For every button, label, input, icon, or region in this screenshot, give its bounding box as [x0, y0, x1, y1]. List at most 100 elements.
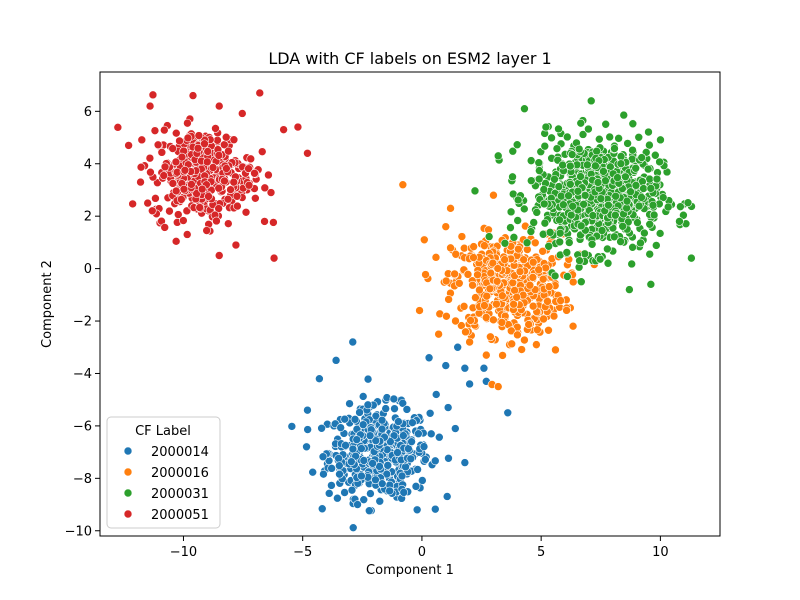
data-point [529, 218, 539, 227]
data-point [293, 122, 303, 132]
legend-marker [123, 509, 133, 519]
series-2000051 [113, 88, 312, 263]
data-point [621, 172, 630, 182]
data-point [663, 202, 673, 212]
data-point [244, 180, 254, 190]
data-point [623, 139, 632, 148]
data-point [493, 382, 503, 391]
data-point [386, 437, 395, 446]
data-point [444, 295, 453, 304]
data-point [425, 408, 435, 418]
legend-entry-2000031: 2000031 [123, 487, 209, 502]
data-point [365, 506, 374, 516]
y-axis-ticks: −10 −8 −6 −4 −2 0 2 4 6 [65, 105, 100, 539]
data-point [549, 311, 559, 321]
data-point [626, 187, 635, 197]
data-point [649, 210, 659, 220]
data-point [353, 500, 362, 509]
data-point [532, 208, 542, 217]
data-point [656, 135, 665, 145]
data-point [471, 293, 480, 302]
data-point [377, 424, 387, 434]
data-point [317, 423, 326, 433]
data-point [195, 203, 205, 212]
data-point [646, 280, 656, 289]
data-point [418, 476, 427, 485]
data-point [550, 271, 560, 281]
data-point [634, 201, 644, 211]
data-point [506, 223, 515, 232]
data-point [500, 238, 510, 248]
data-point [460, 363, 470, 373]
y-tick-label: 0 [84, 262, 92, 277]
data-point [431, 390, 441, 399]
data-point [348, 523, 358, 532]
data-point [419, 442, 429, 451]
data-point [255, 88, 265, 98]
data-point [611, 191, 620, 201]
x-tick-label: 10 [652, 545, 669, 560]
data-point [327, 464, 336, 473]
data-point [171, 237, 181, 246]
data-point [160, 162, 170, 172]
data-point [345, 399, 354, 408]
data-point [566, 161, 575, 171]
y-tick-label: 2 [84, 210, 92, 225]
data-point [526, 227, 536, 236]
data-point [566, 210, 576, 220]
data-point [482, 350, 491, 360]
data-point [535, 166, 544, 175]
data-point [539, 185, 549, 194]
data-point [517, 345, 526, 354]
data-point [399, 431, 408, 440]
data-point [232, 191, 242, 201]
legend-label: 2000014 [151, 445, 209, 460]
data-point [628, 145, 637, 155]
data-point [336, 423, 345, 432]
data-point [366, 489, 375, 498]
data-point [683, 198, 693, 208]
data-point [568, 321, 578, 331]
data-point [165, 206, 174, 216]
data-point [229, 177, 239, 187]
data-point [481, 313, 491, 322]
data-point [171, 186, 181, 196]
data-point [197, 184, 207, 194]
data-point [179, 216, 188, 225]
data-point [539, 199, 549, 209]
data-point [498, 291, 507, 301]
data-point [363, 374, 373, 384]
data-point [319, 469, 328, 479]
data-point [534, 265, 543, 275]
series-2000016 [398, 180, 599, 391]
data-point [335, 469, 344, 479]
data-point [151, 194, 160, 203]
data-point [350, 415, 360, 424]
data-point [241, 207, 251, 217]
data-point [244, 164, 253, 173]
data-point [506, 207, 516, 217]
data-point [544, 325, 553, 335]
data-point [303, 405, 312, 415]
data-point [408, 418, 417, 427]
data-point [224, 219, 233, 228]
data-point [507, 339, 517, 349]
data-point [519, 204, 529, 214]
y-tick-label: −4 [73, 367, 92, 382]
data-point [562, 132, 572, 142]
data-point [482, 291, 492, 301]
data-point [303, 148, 312, 158]
data-point [211, 124, 220, 133]
data-point [214, 151, 224, 160]
data-point [287, 422, 297, 431]
data-point [214, 101, 224, 111]
data-point [451, 249, 461, 259]
data-point [233, 201, 242, 211]
data-point [365, 431, 375, 440]
data-point [524, 320, 534, 329]
data-point [609, 232, 619, 242]
data-point [359, 495, 369, 504]
x-tick-label: −5 [293, 545, 312, 560]
data-point [528, 301, 538, 311]
y-tick-label: −10 [65, 524, 92, 539]
